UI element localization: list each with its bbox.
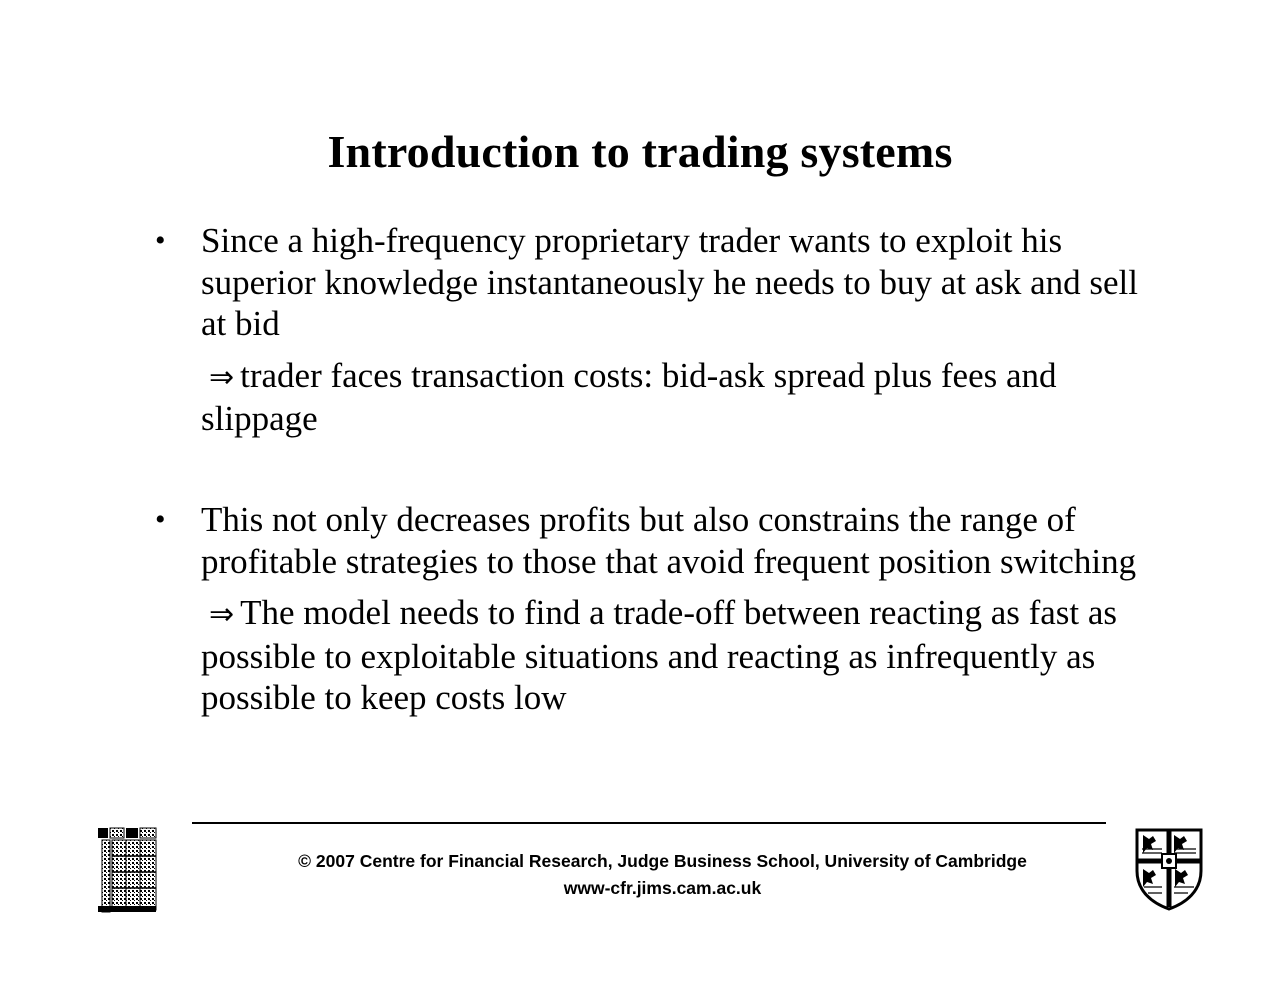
slide-title: Introduction to trading systems [327, 126, 953, 177]
bullet-row: • This not only decreases profits but al… [155, 499, 1145, 582]
bullet-marker: • [155, 224, 166, 257]
implies-arrow-icon: ⇒ [209, 359, 235, 395]
footer-divider [192, 822, 1106, 824]
copyright-text: © 2007 Centre for Financial Research, Ju… [298, 851, 1027, 871]
university-of-cambridge-crest-icon [1135, 828, 1203, 911]
bullet-marker: • [155, 503, 166, 536]
footer-copyright: © 2007 Centre for Financial Research, Ju… [290, 850, 1035, 900]
bullet-text: This not only decreases profits but also… [201, 500, 1137, 581]
implication-line: ⇒ The model needs to find a trade-off bet… [201, 592, 1145, 719]
bullet-point-2: • This not only decreases profits but al… [155, 499, 1145, 719]
website-link[interactable]: www-cfr.jims.cam.ac.uk [563, 878, 762, 898]
bullet-text: Since a high-frequency proprietary trade… [201, 221, 1139, 343]
implication-line: ⇒ trader faces transaction costs: bid-ask… [201, 355, 1145, 440]
bullet-row: • Since a high-frequency proprietary tra… [155, 220, 1145, 345]
judge-business-school-logo-icon [98, 827, 157, 913]
implication-text: The model needs to find a trade-off betw… [201, 593, 1118, 717]
implies-arrow-icon: ⇒ [209, 597, 235, 632]
implication-text: trader faces transaction costs: bid-ask … [201, 355, 1057, 439]
bullet-point-1: • Since a high-frequency proprietary tra… [155, 220, 1145, 440]
